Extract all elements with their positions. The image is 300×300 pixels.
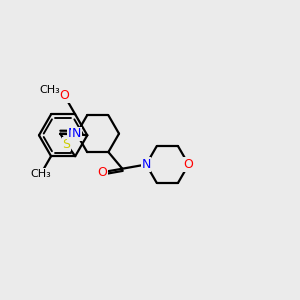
- Text: N: N: [72, 127, 81, 140]
- Text: CH₃: CH₃: [39, 85, 60, 95]
- Text: CH₃: CH₃: [30, 169, 51, 179]
- Text: N: N: [68, 127, 77, 140]
- Text: N: N: [141, 158, 151, 171]
- Text: O: O: [60, 89, 70, 103]
- Text: O: O: [184, 158, 194, 171]
- Text: O: O: [97, 166, 107, 179]
- Text: S: S: [62, 138, 70, 151]
